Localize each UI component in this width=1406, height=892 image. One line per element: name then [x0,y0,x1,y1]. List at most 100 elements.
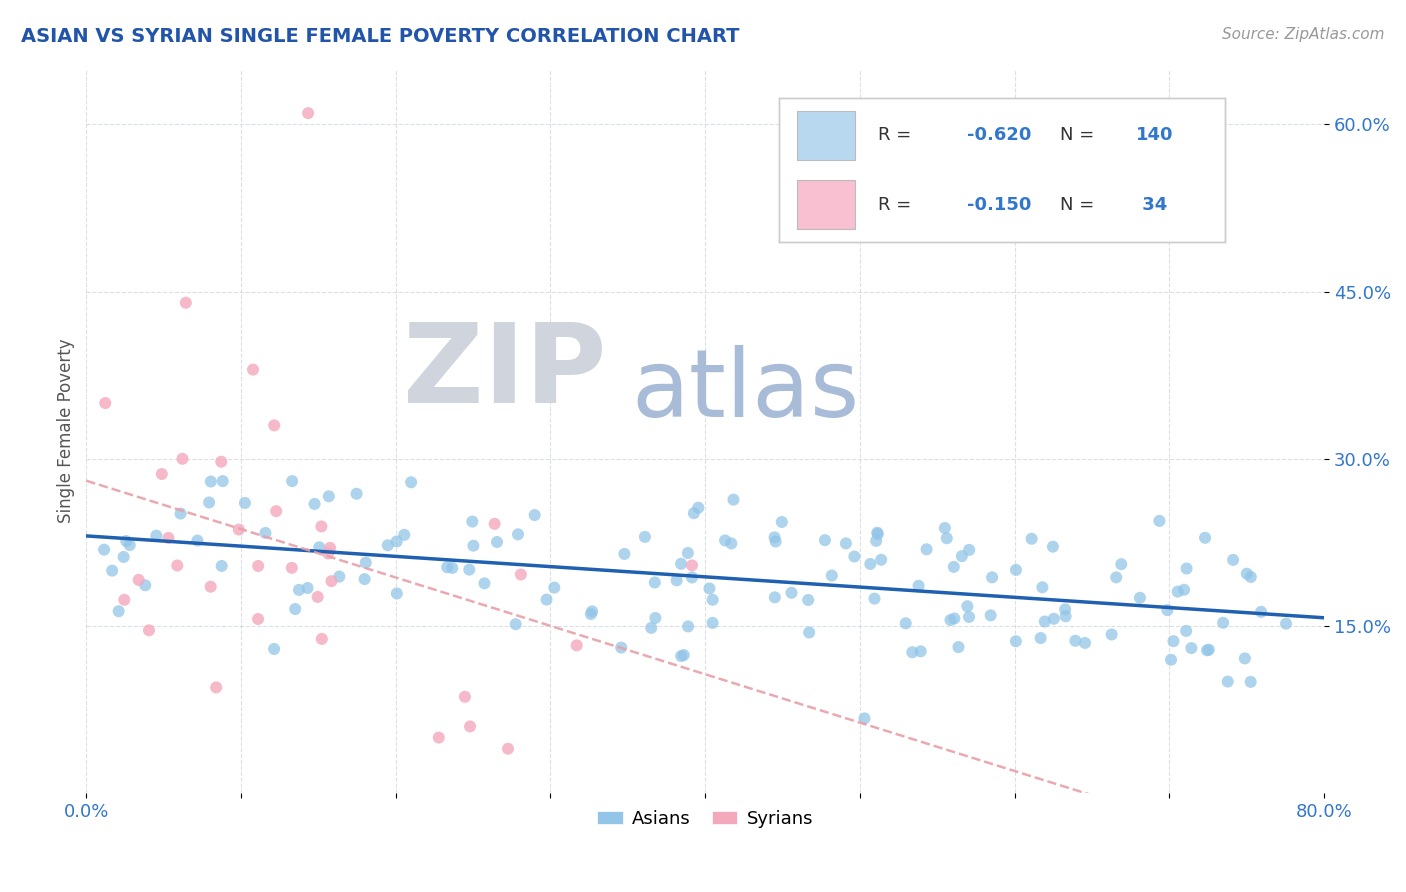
Point [634,530,657,544]
Point [934,521,956,535]
Point [1033,615,1056,629]
Point [943,611,966,625]
Point [644,611,666,625]
Point [853,711,876,725]
Point [565,639,588,653]
Point [1222,553,1244,567]
Point [264,504,287,518]
Point [174,295,197,310]
Point [1064,633,1087,648]
Point [254,525,277,540]
Point [683,506,706,520]
Point [233,496,256,510]
Point [1173,582,1195,597]
Point [228,523,250,537]
Point [870,553,893,567]
Point [112,549,135,564]
Point [458,563,481,577]
Point [669,649,692,664]
Point [859,557,882,571]
Point [297,581,319,595]
Point [610,640,633,655]
Point [1105,570,1128,584]
Point [115,534,138,549]
Point [1175,624,1198,638]
Point [640,621,662,635]
Point [463,539,485,553]
Point [1216,674,1239,689]
Point [942,560,965,574]
Point [915,542,938,557]
Point [263,642,285,657]
Point [101,564,124,578]
Point [901,645,924,659]
Point [118,538,141,552]
Point [200,580,222,594]
Point [346,487,368,501]
Point [865,533,887,548]
Point [485,535,508,549]
Text: ZIP: ZIP [402,319,606,426]
Point [328,569,350,583]
Point [797,593,820,607]
Point [613,547,636,561]
Point [935,531,957,545]
Point [288,582,311,597]
Point [763,530,786,544]
Point [1109,557,1132,571]
Point [198,495,221,509]
Point [1175,561,1198,575]
Point [948,640,970,654]
Point [866,525,889,540]
Y-axis label: Single Female Poverty: Single Female Poverty [58,339,75,524]
Point [1043,612,1066,626]
Point [319,541,342,555]
Point [1198,642,1220,657]
Point [523,508,546,522]
Point [1031,580,1053,594]
Point [579,607,602,621]
Point [672,648,695,662]
Point [281,561,304,575]
Point [205,681,228,695]
Point [1101,627,1123,641]
Point [427,731,450,745]
Point [311,519,333,533]
Point [1074,636,1097,650]
Point [1163,634,1185,648]
Point [835,536,858,550]
Point [950,549,973,564]
Point [910,644,932,658]
Point [169,507,191,521]
Point [894,616,917,631]
Point [939,613,962,627]
Text: atlas: atlas [631,345,859,437]
Point [1250,605,1272,619]
Point [702,592,724,607]
Point [644,575,666,590]
Point [1180,641,1202,656]
Point [297,106,319,120]
Point [720,536,742,550]
Point [505,617,527,632]
Point [128,573,150,587]
Point [399,475,422,490]
Point [385,586,408,600]
Point [907,579,929,593]
Point [496,741,519,756]
Point [763,591,786,605]
Point [1167,584,1189,599]
Point [247,558,270,573]
Point [957,542,980,557]
Point [543,581,565,595]
Point [242,362,264,376]
Point [200,475,222,489]
Point [209,455,232,469]
Point [1054,602,1077,616]
Point [1129,591,1152,605]
Point [134,578,156,592]
Point [770,515,793,529]
Point [308,541,330,555]
Point [536,592,558,607]
Point [1149,514,1171,528]
